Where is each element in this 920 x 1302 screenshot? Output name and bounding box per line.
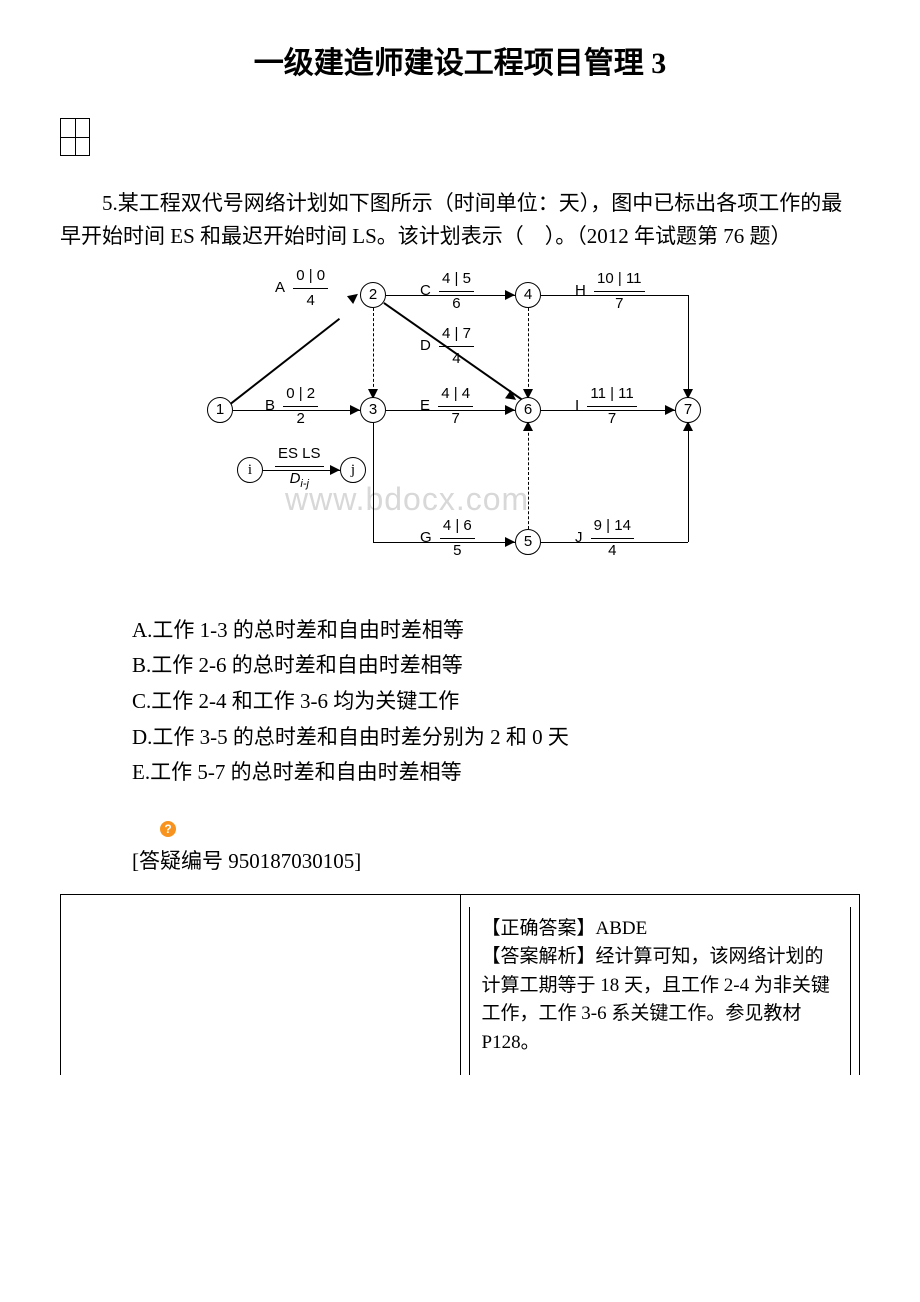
dashed-edge [373,308,374,397]
help-icon: ? [160,821,176,837]
edge-label-i: I 11 | 117 [575,382,637,431]
node-3: 3 [360,397,386,423]
node-4: 4 [515,282,541,308]
node-1: 1 [207,397,233,423]
edge-label-j: J 9 | 144 [575,514,634,563]
edge-line [688,423,689,542]
correct-answer-value: ABDE [596,918,648,939]
arrow-icon [350,405,360,415]
option-d: D.工作 3-5 的总时差和自由时差分别为 2 和 0 天 [132,721,860,755]
edge-line [688,295,689,397]
arrow-icon [665,405,675,415]
dashed-edge [528,308,529,397]
option-c: C.工作 2-4 和工作 3-6 均为关键工作 [132,685,860,719]
answer-left-cell [61,894,461,1075]
node-6: 6 [515,397,541,423]
options-list: A.工作 1-3 的总时差和自由时差相等 B.工作 2-6 的总时差和自由时差相… [132,614,860,790]
analysis-label: 【答案解析】 [482,946,596,967]
arrow-icon [347,290,361,304]
arrow-icon [505,537,515,547]
edge-label-e: E 4 | 47 [420,382,473,431]
node-i: i [237,457,263,483]
option-e: E.工作 5-7 的总时差和自由时差相等 [132,756,860,790]
arrow-icon [330,465,340,475]
node-j: j [340,457,366,483]
legend-label: ES LSDi-j [275,442,324,494]
node-7: 7 [675,397,701,423]
node-5: 5 [515,529,541,555]
answer-right-cell: 【正确答案】ABDE 【答案解析】经计算可知，该网络计划的计算工期等于 18 天… [460,894,860,1075]
node-2: 2 [360,282,386,308]
edge-label-a: A 0 | 04 [275,264,328,313]
arrow-icon [505,290,515,300]
question-text: 5.某工程双代号网络计划如下图所示（时间单位：天），图中已标出各项工作的最早开始… [60,187,860,254]
edge-label-g: G 4 | 65 [420,514,475,563]
option-a: A.工作 1-3 的总时差和自由时差相等 [132,614,860,648]
edge-label-h: H 10 | 117 [575,267,645,316]
arrow-icon [505,405,515,415]
page-title: 一级建造师建设工程项目管理 3 [60,40,860,88]
edge-label-c: C 4 | 56 [420,267,474,316]
edge-label-b: B 0 | 22 [265,382,318,431]
edge-label-d: D 4 | 74 [420,322,474,371]
edge-line [373,423,374,542]
answer-table: 【正确答案】ABDE 【答案解析】经计算可知，该网络计划的计算工期等于 18 天… [60,894,860,1076]
option-b: B.工作 2-6 的总时差和自由时差相等 [132,649,860,683]
answer-reference-id: [答疑编号 950187030105] [132,845,860,879]
network-diagram: www.bdocx.com 1 2 3 4 5 6 7 i j A 0 | 04… [60,264,860,584]
correct-answer-label: 【正确答案】 [482,918,596,939]
grid-icon [60,118,90,156]
dashed-edge [528,423,529,529]
